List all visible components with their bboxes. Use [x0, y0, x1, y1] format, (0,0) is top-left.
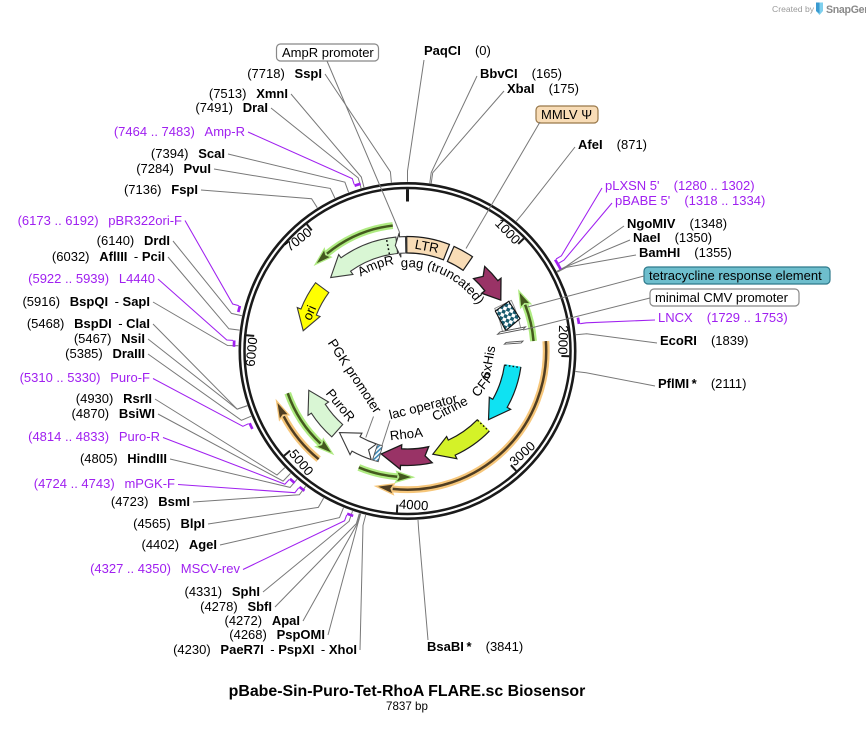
svg-text:XbaI (175): XbaI (175) [507, 81, 579, 96]
svg-text:tetracycline response element: tetracycline response element [649, 268, 822, 283]
svg-text:pLXSN 5' (1280 .. 1302): pLXSN 5' (1280 .. 1302) [605, 178, 755, 193]
svg-text:(4870) BsiWI: (4870) BsiWI [72, 406, 155, 421]
svg-text:MMLV Ψ: MMLV Ψ [541, 107, 592, 122]
svg-text:(4278) SbfI: (4278) SbfI [200, 599, 272, 614]
svg-text:(6140) DrdI: (6140) DrdI [97, 233, 170, 248]
svg-text:(4930) RsrII: (4930) RsrII [76, 391, 152, 406]
svg-text:4000: 4000 [399, 496, 429, 513]
svg-text:(4724 .. 4743) mPGK-F: (4724 .. 4743) mPGK-F [34, 476, 175, 491]
svg-text:(6032) AflIII - PciI: (6032) AflIII - PciI [52, 249, 165, 264]
svg-text:LNCX (1729 .. 1753): LNCX (1729 .. 1753) [658, 310, 788, 325]
svg-text:(5385) DraIII: (5385) DraIII [65, 346, 145, 361]
svg-text:(4230) PaeR7I - PspXI - XhoI: (4230) PaeR7I - PspXI - XhoI [173, 642, 357, 657]
svg-text:PflMI * (2111): PflMI * (2111) [658, 376, 746, 391]
svg-text:(4805) HindIII: (4805) HindIII [80, 451, 167, 466]
svg-text:(4272) ApaI: (4272) ApaI [225, 613, 301, 628]
svg-text:(7513) XmnI: (7513) XmnI [209, 86, 288, 101]
svg-text:(5468) BspDI - ClaI: (5468) BspDI - ClaI [27, 316, 150, 331]
svg-text:AmpR promoter: AmpR promoter [282, 45, 374, 60]
svg-text:(5922 .. 5939) L4440: (5922 .. 5939) L4440 [28, 271, 155, 286]
svg-text:(7718) SspI: (7718) SspI [247, 66, 322, 81]
svg-text:Created by: Created by [772, 4, 815, 14]
svg-text:(5916) BspQI - SapI: (5916) BspQI - SapI [22, 294, 150, 309]
svg-text:(7284) PvuI: (7284) PvuI [136, 161, 211, 176]
svg-text:pBABE 5' (1318 .. 1334): pBABE 5' (1318 .. 1334) [615, 193, 765, 208]
svg-text:BamHI (1355): BamHI (1355) [639, 245, 732, 260]
svg-text:6000: 6000 [243, 337, 261, 368]
svg-text:PaqCI (0): PaqCI (0) [424, 43, 491, 58]
svg-text:(5310 .. 5330) Puro-F: (5310 .. 5330) Puro-F [20, 370, 150, 385]
svg-text:(4331) SphI: (4331) SphI [185, 584, 261, 599]
svg-text:(7491) DraI: (7491) DraI [195, 100, 268, 115]
svg-text:(6173 .. 6192) pBR322ori-F: (6173 .. 6192) pBR322ori-F [18, 213, 182, 228]
svg-text:(7394) ScaI: (7394) ScaI [151, 146, 225, 161]
svg-text:(7464 .. 7483) Amp-R: (7464 .. 7483) Amp-R [114, 124, 245, 139]
svg-text:7837 bp: 7837 bp [386, 700, 428, 713]
svg-text:NaeI (1350): NaeI (1350) [633, 230, 712, 245]
svg-text:BsaBI * (3841): BsaBI * (3841) [427, 639, 523, 654]
svg-text:minimal CMV promoter: minimal CMV promoter [655, 290, 789, 305]
svg-text:AfeI (871): AfeI (871) [578, 137, 647, 152]
svg-text:pBabe-Sin-Puro-Tet-RhoA FLARE.: pBabe-Sin-Puro-Tet-RhoA FLARE.sc Biosens… [229, 683, 586, 700]
svg-text:(5467) NsiI: (5467) NsiI [74, 331, 145, 346]
svg-text:(4402) AgeI: (4402) AgeI [142, 537, 218, 552]
svg-text:(4723) BsmI: (4723) BsmI [111, 494, 190, 509]
svg-text:EcoRI (1839): EcoRI (1839) [660, 333, 749, 348]
svg-text:2000: 2000 [555, 325, 571, 355]
svg-text:(4268) PspOMI: (4268) PspOMI [229, 627, 325, 642]
svg-text:NgoMIV (1348): NgoMIV (1348) [627, 216, 727, 231]
svg-text:(4814 .. 4833) Puro-R: (4814 .. 4833) Puro-R [28, 429, 160, 444]
svg-text:BbvCI (165): BbvCI (165) [480, 66, 562, 81]
svg-text:SnapGene: SnapGene [826, 4, 866, 16]
svg-text:(4565) BlpI: (4565) BlpI [133, 516, 205, 531]
svg-text:(4327 .. 4350) MSCV-rev: (4327 .. 4350) MSCV-rev [90, 561, 240, 576]
svg-text:(7136) FspI: (7136) FspI [124, 182, 198, 197]
